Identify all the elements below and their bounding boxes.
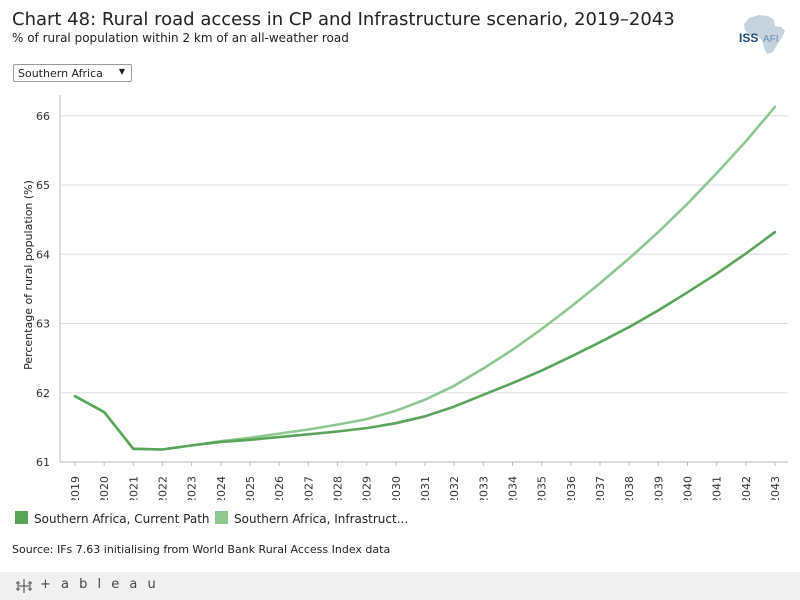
- x-tick-label: 2036: [565, 476, 578, 500]
- x-tick-label: 2021: [127, 476, 140, 500]
- legend-swatch-current-path: [15, 511, 28, 524]
- x-tick-label: 2023: [186, 476, 199, 500]
- legend-label-current-path: Southern Africa, Current Path: [34, 512, 210, 526]
- chart-title: Chart 48: Rural road access in CP and In…: [12, 9, 675, 30]
- x-tick-label: 2029: [361, 476, 374, 500]
- y-tick-label: 65: [36, 179, 50, 192]
- chart-subtitle: % of rural population within 2 km of an …: [12, 31, 349, 45]
- y-tick-label: 66: [36, 110, 50, 123]
- series-line-infrastructure[interactable]: [73, 105, 777, 451]
- x-tick-label: 2020: [98, 476, 111, 500]
- legend-swatch-infrastructure: [215, 511, 228, 524]
- x-tick-label: 2040: [682, 476, 695, 500]
- y-tick-label: 64: [36, 248, 50, 261]
- x-tick-label: 2025: [244, 476, 257, 500]
- y-axis-ticks: 61 62 63 64 65 66: [36, 110, 50, 469]
- tableau-brand-text: + a b l e a u: [40, 577, 159, 592]
- y-tick-label: 63: [36, 318, 50, 331]
- x-axis-ticks: 2019 2020 2021 2022 2023 2024 2025 2026 2027 2028…: [69, 462, 782, 500]
- region-dropdown[interactable]: Southern Africa ▼: [13, 64, 132, 82]
- x-tick-label: 2039: [652, 476, 665, 500]
- y-tick-label: 61: [36, 456, 50, 469]
- x-tick-label: 2038: [623, 476, 636, 500]
- x-tick-label: 2037: [594, 476, 607, 500]
- x-tick-label: 2026: [273, 476, 286, 500]
- logo-text: ISS: [739, 31, 758, 45]
- x-tick-label: 2027: [302, 476, 315, 500]
- gridlines: [59, 95, 788, 463]
- y-tick-label: 62: [36, 387, 50, 400]
- series-line-current-path[interactable]: [73, 230, 777, 451]
- x-tick-label: 2031: [419, 476, 432, 500]
- tableau-footer: + a b l e a u: [0, 572, 800, 600]
- logo-suffix: AFI: [763, 34, 779, 45]
- line-chart: 61 62 63 64 65 66 2019 2020 2021 2022 2023 2024 202…: [22, 95, 788, 500]
- africa-map-icon: ISS AFI: [739, 15, 785, 54]
- x-tick-label: 2030: [390, 476, 403, 500]
- x-tick-label: 2019: [69, 476, 82, 500]
- x-tick-label: 2022: [157, 476, 170, 500]
- x-tick-label: 2024: [215, 476, 228, 500]
- x-tick-label: 2042: [740, 476, 753, 500]
- x-tick-label: 2033: [477, 476, 490, 500]
- series-lines: [73, 105, 777, 451]
- source-note: Source: IFs 7.63 initialising from World…: [12, 543, 391, 556]
- iss-logo: ISS AFI: [735, 12, 795, 56]
- region-dropdown-value: Southern Africa: [18, 67, 103, 80]
- x-tick-label: 2028: [332, 476, 345, 500]
- dropdown-arrow-icon: ▼: [118, 67, 125, 76]
- tableau-logo-icon[interactable]: [14, 578, 34, 594]
- x-tick-label: 2041: [711, 476, 724, 500]
- y-axis-label: Percentage of rural population (%): [22, 180, 35, 370]
- x-tick-label: 2043: [769, 476, 782, 500]
- x-tick-label: 2034: [507, 476, 520, 500]
- x-tick-label: 2032: [448, 476, 461, 500]
- x-tick-label: 2035: [536, 476, 549, 500]
- legend-label-infrastructure: Southern Africa, Infrastruct...: [234, 512, 409, 526]
